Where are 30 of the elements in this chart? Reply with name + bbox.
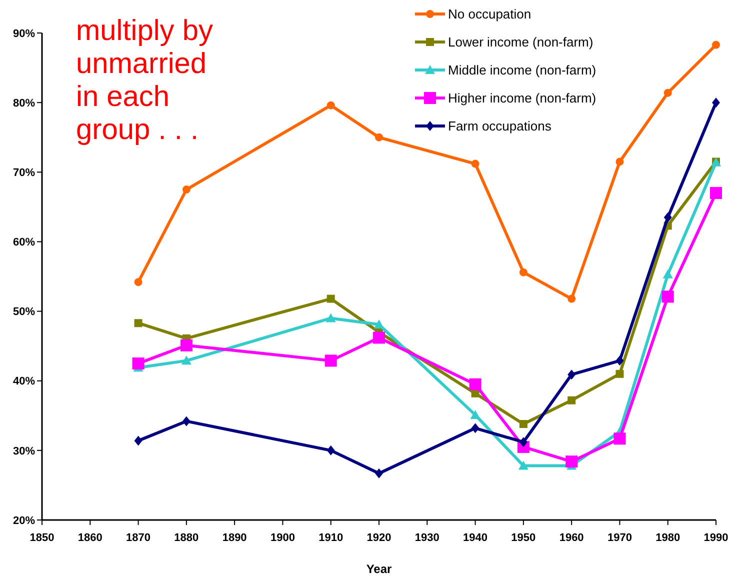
x-tick-label: 1880 (174, 532, 199, 544)
y-tick-label: 40% (12, 376, 36, 388)
annotation: multiply by unmarried in each group . . . (76, 15, 214, 146)
legend-label: No occupation (448, 6, 532, 22)
y-tick-label: 60% (12, 236, 36, 249)
x-tick-label: 1980 (656, 532, 680, 544)
legend-label: Higher income (non-farm) (448, 90, 596, 106)
x-tick-label: 1920 (366, 532, 392, 544)
y-tick-label: 20% (12, 514, 36, 527)
y-tick-label: 50% (12, 306, 36, 318)
x-tick-label: 1970 (607, 532, 632, 544)
x-tick-label: 1860 (78, 532, 102, 544)
x-tick-label: 1870 (126, 532, 151, 544)
x-axis-title: Year (366, 562, 392, 576)
x-tick-label: 1930 (414, 532, 440, 544)
y-tick-label: 70% (12, 166, 36, 179)
x-tick-label: 1900 (270, 532, 295, 544)
y-tick-label: 80% (12, 97, 36, 110)
x-tick-label: 1890 (222, 532, 247, 544)
y-tick-label: 90% (12, 28, 36, 40)
x-tick-label: 1940 (463, 532, 488, 544)
x-tick-label: 1950 (511, 532, 536, 544)
legend-label: Middle income (non-farm) (448, 62, 596, 78)
legend-label: Lower income (non-farm) (448, 34, 594, 50)
y-tick-label: 30% (12, 445, 36, 458)
x-tick-label: 1910 (318, 532, 344, 544)
x-tick-label: 1990 (704, 532, 728, 544)
x-tick-label: 1960 (559, 532, 584, 544)
legend-label: Farm occupations (448, 118, 552, 134)
x-tick-label: 1850 (30, 532, 54, 544)
